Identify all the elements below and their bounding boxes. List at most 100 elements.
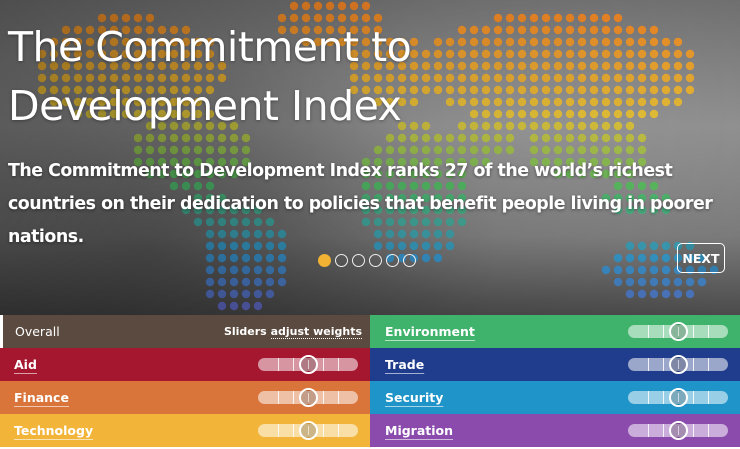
map-dot	[493, 121, 503, 131]
aid-link[interactable]: Aid	[14, 357, 37, 372]
slider-thumb[interactable]	[299, 421, 318, 440]
map-dot	[589, 97, 599, 107]
slider-thumb[interactable]	[669, 322, 688, 341]
map-dot	[565, 169, 575, 179]
next-slide-button[interactable]: NEXT	[677, 243, 725, 273]
map-dot	[529, 145, 539, 155]
carousel-dot-1[interactable]	[318, 254, 331, 267]
migration-link[interactable]: Migration	[385, 423, 454, 438]
carousel-dot-2[interactable]	[335, 254, 348, 267]
map-dot	[541, 37, 551, 47]
slider-thumb[interactable]	[669, 421, 688, 440]
map-dot	[493, 133, 503, 143]
map-dot	[61, 85, 71, 95]
adjust-weights-link[interactable]: adjust weights	[270, 325, 362, 339]
map-dot	[349, 61, 359, 71]
map-dot	[493, 145, 503, 155]
map-dot	[145, 37, 155, 47]
trade-weight-slider[interactable]	[628, 355, 728, 374]
map-dot	[97, 37, 107, 47]
security-link[interactable]: Security	[385, 390, 444, 405]
slider-thumb[interactable]	[669, 388, 688, 407]
finance-weight-slider[interactable]	[258, 388, 358, 407]
slider-tick	[278, 424, 279, 437]
map-dot	[625, 61, 635, 71]
trade-link[interactable]: Trade	[385, 357, 425, 372]
map-dot	[217, 169, 227, 179]
map-dot	[205, 241, 215, 251]
map-dot	[469, 109, 479, 119]
finance-link[interactable]: Finance	[14, 390, 69, 405]
map-dot	[217, 145, 227, 155]
map-dot	[253, 241, 263, 251]
map-dot	[217, 289, 227, 299]
carousel-dot-3[interactable]	[352, 254, 365, 267]
map-dot	[193, 217, 203, 227]
slider-thumb[interactable]	[669, 355, 688, 374]
environment-link[interactable]: Environment	[385, 324, 475, 339]
map-dot	[361, 1, 371, 11]
slider-tick	[708, 391, 709, 404]
map-dot	[637, 109, 647, 119]
map-dot	[637, 193, 647, 203]
map-dot	[169, 25, 179, 35]
environment-weight-slider[interactable]	[628, 322, 728, 341]
map-dot	[553, 49, 563, 59]
map-dot	[565, 85, 575, 95]
map-dot	[601, 49, 611, 59]
map-dot	[145, 109, 155, 119]
map-dot	[457, 49, 467, 59]
map-dot	[193, 193, 203, 203]
map-dot	[433, 85, 443, 95]
technology-weight-slider[interactable]	[258, 421, 358, 440]
map-dot	[577, 109, 587, 119]
map-dot	[289, 13, 299, 23]
map-dot	[217, 253, 227, 263]
map-dot	[445, 37, 455, 47]
map-dot	[181, 25, 191, 35]
overall-label: Overall	[15, 324, 60, 339]
security-weight-slider[interactable]	[628, 388, 728, 407]
slider-thumb[interactable]	[299, 355, 318, 374]
map-dot	[529, 157, 539, 167]
map-dot	[277, 241, 287, 251]
map-dot	[349, 49, 359, 59]
map-dot	[145, 97, 155, 107]
slider-thumb[interactable]	[299, 388, 318, 407]
map-dot	[397, 37, 407, 47]
map-dot	[409, 169, 419, 179]
slider-tick	[708, 424, 709, 437]
map-dot	[205, 265, 215, 275]
map-dot	[613, 61, 623, 71]
aid-weight-slider[interactable]	[258, 355, 358, 374]
map-dot	[625, 193, 635, 203]
map-dot	[445, 85, 455, 95]
map-dot	[397, 49, 407, 59]
map-dot	[385, 37, 395, 47]
map-dot	[637, 61, 647, 71]
map-dot	[445, 97, 455, 107]
map-dot	[397, 97, 407, 107]
map-dot	[109, 49, 119, 59]
slider-tick	[293, 424, 294, 437]
map-dot	[121, 85, 131, 95]
map-dot	[145, 133, 155, 143]
map-dot	[229, 121, 239, 131]
map-dot	[169, 181, 179, 191]
carousel-dot-4[interactable]	[369, 254, 382, 267]
map-dot	[385, 193, 395, 203]
carousel-dot-6[interactable]	[403, 254, 416, 267]
map-dot	[565, 157, 575, 167]
trade-row: Trade	[370, 348, 740, 381]
map-dot	[601, 265, 611, 275]
map-dot	[133, 133, 143, 143]
map-dot	[157, 49, 167, 59]
map-dot	[445, 49, 455, 59]
carousel-dot-5[interactable]	[386, 254, 399, 267]
map-dot	[541, 25, 551, 35]
map-dot	[577, 13, 587, 23]
map-dot	[145, 73, 155, 83]
migration-weight-slider[interactable]	[628, 421, 728, 440]
technology-link[interactable]: Technology	[14, 423, 94, 438]
map-dot	[529, 61, 539, 71]
